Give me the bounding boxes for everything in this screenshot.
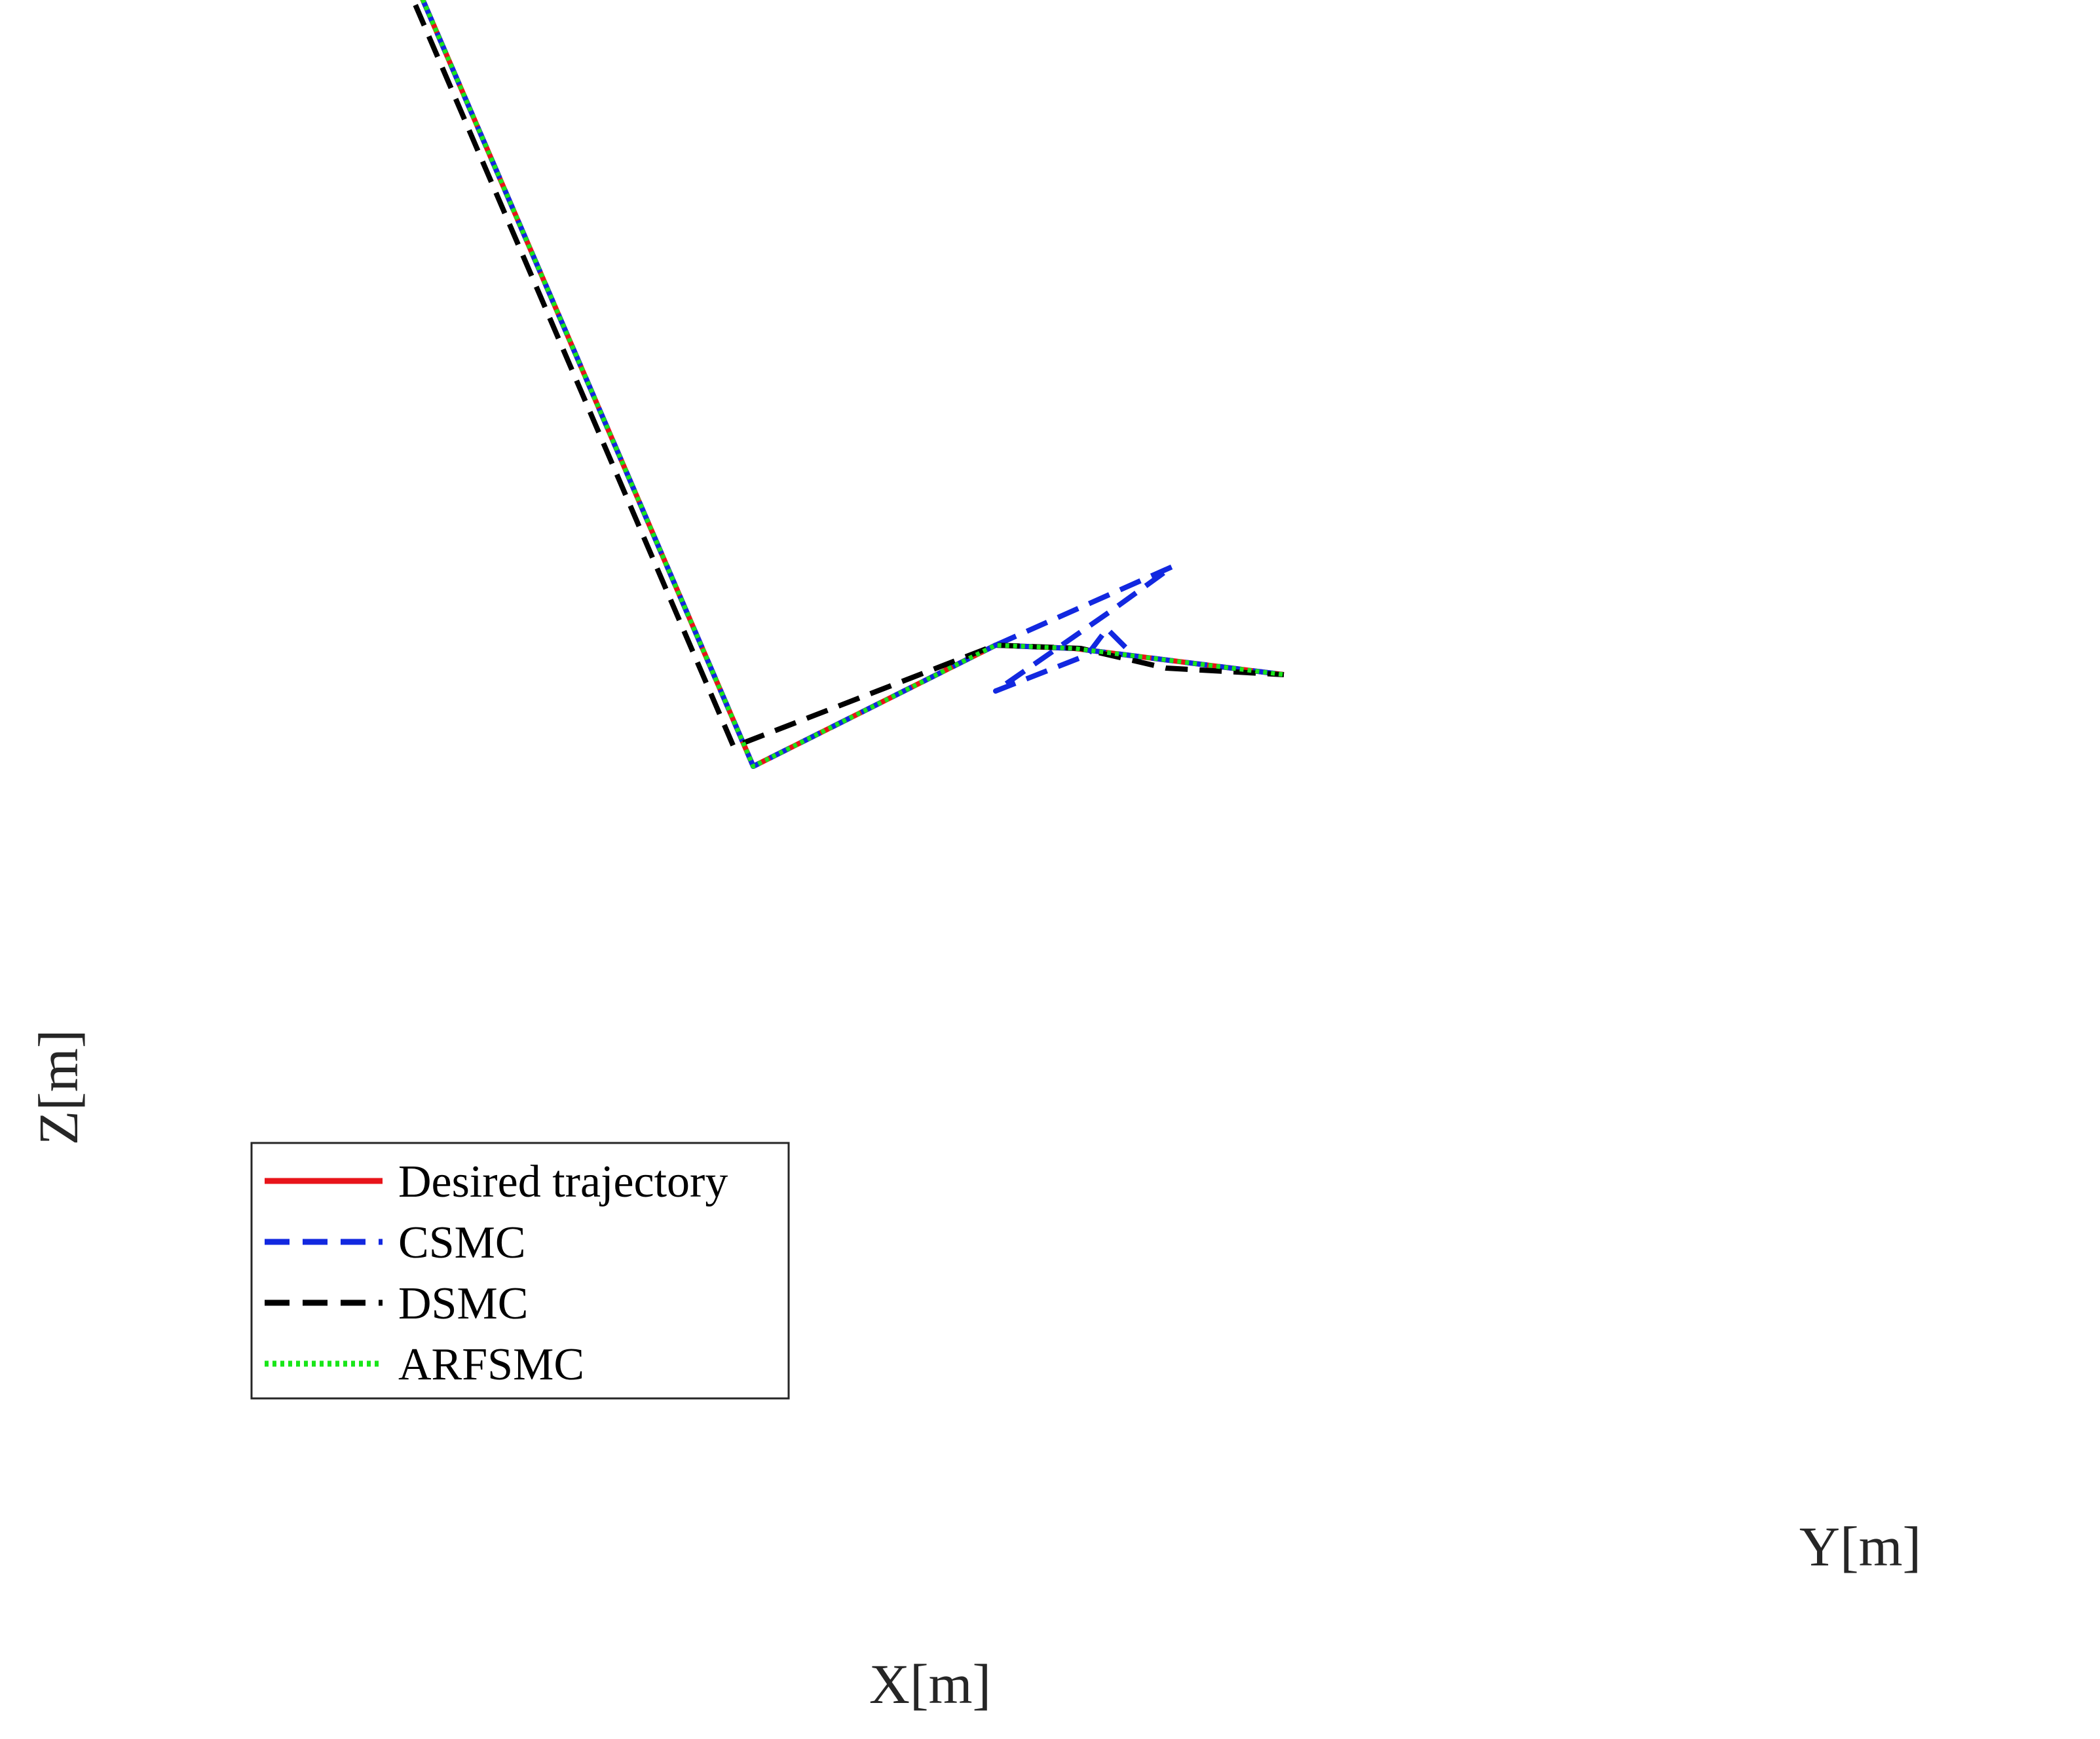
series-layer bbox=[410, 0, 1284, 769]
z-axis-label: Z[m] bbox=[27, 1030, 90, 1146]
legend-label-dsmc: DSMC bbox=[398, 1279, 528, 1329]
legend-label-desired: Desired trajectory bbox=[398, 1157, 728, 1207]
legend-label-arfsmc: ARFSMC bbox=[398, 1339, 584, 1390]
legend-label-csmc: CSMC bbox=[398, 1218, 526, 1268]
series-segment bbox=[410, 0, 1284, 749]
series-segment bbox=[993, 564, 1175, 694]
x-axis-label: X[m] bbox=[869, 1653, 991, 1715]
legend: Desired trajectory CSMC DSMC ARFSMC bbox=[250, 1142, 790, 1400]
series-dsmc bbox=[410, 0, 1284, 749]
y-axis-label: Y[m] bbox=[1799, 1515, 1921, 1578]
legend-box bbox=[250, 1142, 790, 1400]
series-csmc bbox=[420, 0, 1284, 769]
